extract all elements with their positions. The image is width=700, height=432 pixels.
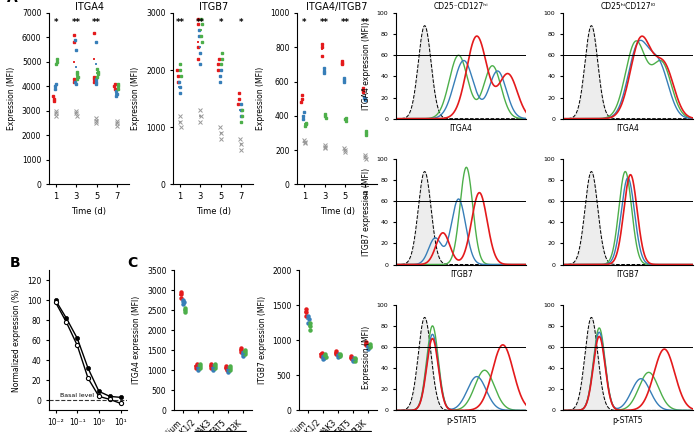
Text: *: * <box>54 18 58 27</box>
X-axis label: Time (d): Time (d) <box>320 206 355 216</box>
Text: B: B <box>10 256 20 270</box>
Text: **: ** <box>92 18 101 27</box>
X-axis label: Time (d): Time (d) <box>195 206 230 216</box>
Text: A: A <box>8 0 18 5</box>
X-axis label: ITGA4: ITGA4 <box>617 124 639 133</box>
Text: **: ** <box>176 18 185 27</box>
Title: CD3⁺CD4⁺
CD25ʰⁱCD127ˡ⁰: CD3⁺CD4⁺ CD25ʰⁱCD127ˡ⁰ <box>601 0 655 11</box>
Text: C: C <box>127 256 137 270</box>
Text: *: * <box>218 18 223 27</box>
Y-axis label: ITGB7 expression (MFI): ITGB7 expression (MFI) <box>258 296 267 384</box>
Text: **: ** <box>72 18 81 27</box>
Text: **: ** <box>360 18 370 27</box>
Y-axis label: Expression (MFI): Expression (MFI) <box>362 326 371 389</box>
Y-axis label: Expression (MFI): Expression (MFI) <box>132 67 141 130</box>
Y-axis label: ITGA4 expression (MFI): ITGA4 expression (MFI) <box>132 296 141 384</box>
Title: ITGB7: ITGB7 <box>199 2 228 12</box>
Y-axis label: ITGA4 expression (MFI): ITGA4 expression (MFI) <box>362 22 371 110</box>
Text: *: * <box>302 18 307 27</box>
Text: **: ** <box>320 18 329 27</box>
X-axis label: p-STAT5: p-STAT5 <box>612 416 643 425</box>
Text: **: ** <box>196 18 205 27</box>
Y-axis label: Expression (MFI): Expression (MFI) <box>256 67 265 130</box>
Y-axis label: Normalized expression (%): Normalized expression (%) <box>13 289 21 392</box>
X-axis label: ITGA4: ITGA4 <box>449 124 473 133</box>
Text: Basal level: Basal level <box>60 394 94 398</box>
X-axis label: Time (d): Time (d) <box>71 206 106 216</box>
Y-axis label: ITGB7 expression (MFI): ITGB7 expression (MFI) <box>362 168 371 256</box>
X-axis label: p-STAT5: p-STAT5 <box>446 416 477 425</box>
Text: *: * <box>239 18 243 27</box>
Title: CD3⁺CD4⁺
CD25⁻CD127ʰⁱ: CD3⁺CD4⁺ CD25⁻CD127ʰⁱ <box>434 0 489 11</box>
Y-axis label: Expression (MFI): Expression (MFI) <box>7 67 16 130</box>
X-axis label: ITGB7: ITGB7 <box>450 270 473 279</box>
Text: **: ** <box>340 18 349 27</box>
Title: ITGA4/ITGB7: ITGA4/ITGB7 <box>307 2 368 12</box>
Title: ITGA4: ITGA4 <box>74 2 104 12</box>
X-axis label: ITGB7: ITGB7 <box>617 270 639 279</box>
